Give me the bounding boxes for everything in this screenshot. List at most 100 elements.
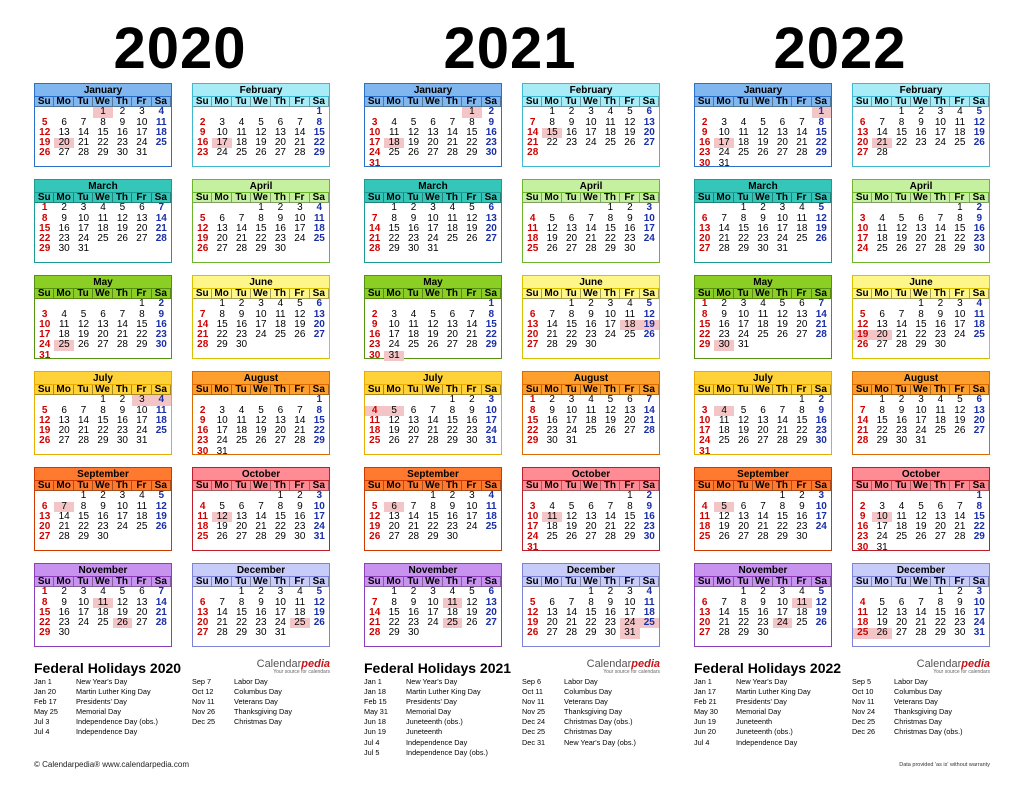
holiday-row: Nov 11 Veterans Day: [522, 697, 636, 707]
day-cell: 3: [139, 106, 145, 118]
holiday-date: Nov 25: [522, 707, 546, 717]
month-grid: Su Mo Tu We Th Fr Sa 1 2 3 4 5 6 7 8 9 10 11 12 13 14 15 16 17 1…: [193, 96, 329, 159]
day-cell: 24: [738, 329, 750, 341]
day-cell: 8: [238, 596, 245, 608]
day-cell: 2: [449, 490, 456, 502]
day-cell: 23: [197, 147, 209, 159]
day-cell: 10: [738, 308, 750, 320]
day-cell: 10: [136, 116, 148, 128]
day-cell: 28: [78, 435, 90, 447]
weekday-header: Tu: [561, 384, 582, 396]
day-cell: 16: [408, 222, 420, 234]
day-cell: 29: [776, 531, 788, 543]
weekday-header: Fr: [620, 192, 640, 204]
weekday-header: Tu: [891, 576, 912, 588]
day-cell: 19: [527, 617, 539, 629]
weekday-header: Mo: [54, 192, 74, 204]
day-cell: 1: [811, 106, 831, 118]
day-cell: 7: [297, 404, 303, 416]
day-cell: 3: [430, 586, 436, 598]
day-cell: 18: [446, 606, 458, 618]
day-cell: 8: [258, 212, 264, 224]
weekday-header: Fr: [792, 480, 812, 492]
day-cell: 26: [527, 627, 539, 639]
day-cell: 9: [410, 212, 417, 224]
day-cell: 12: [954, 404, 966, 416]
day-cell: 30: [954, 627, 966, 639]
month-calendar: May Su Mo Tu We Th Fr Sa 1 2 3 4 5 6 7 8 9 10 11 12 13 14 15 16…: [364, 275, 502, 362]
day-cell: 23: [857, 531, 869, 543]
day-cell: 3: [779, 586, 786, 598]
weekday-header: Su: [695, 288, 715, 300]
day-cell: 18: [136, 510, 148, 522]
day-cell: 8: [818, 116, 825, 128]
weekday-header: Sa: [151, 480, 171, 492]
day-cell: 24: [216, 147, 228, 159]
day-cell: 11: [58, 318, 70, 330]
day-cell: 30: [97, 531, 109, 543]
day-cell: 22: [973, 521, 985, 533]
day-cell: 23: [58, 233, 70, 245]
day-cell: 15: [896, 126, 908, 138]
holiday-name: Columbus Day: [564, 687, 612, 697]
holiday-date: Dec 31: [522, 737, 546, 747]
day-cell: 9: [607, 596, 614, 608]
day-cell: 2: [701, 116, 708, 128]
day-cell: 23: [566, 137, 578, 149]
day-cell: 16: [896, 414, 908, 426]
day-cell: 19: [973, 126, 985, 138]
weekday-header: We: [251, 192, 271, 204]
weekday-header: Su: [35, 480, 55, 492]
month-name: April: [193, 180, 329, 193]
day-cell: 14: [776, 414, 788, 426]
day-cell: 9: [258, 596, 264, 608]
day-cell: 29: [78, 531, 90, 543]
day-cell: 3: [219, 116, 225, 128]
day-cell: 1: [588, 586, 594, 598]
day-cell: 24: [699, 435, 711, 447]
month-calendar: June Su Mo Tu We Th Fr Sa 1 2 3 4 5 6 7 8 9 10 11 12 13 14 15 1…: [852, 275, 990, 359]
day-cell: 15: [388, 222, 400, 234]
day-cell: 30: [369, 349, 381, 361]
day-cell: 22: [388, 617, 400, 629]
day-cell: 25: [639, 617, 659, 629]
day-cell: 12: [757, 126, 769, 138]
weekday-header: Su: [695, 192, 715, 204]
month-grid: Su Mo Tu We Th Fr Sa 1 2 3 4 5 6 7 8 9 10 11 12 13 14 15 16 17 1…: [365, 96, 501, 169]
day-cell: 20: [934, 521, 946, 533]
holiday-row: Jan 20 Martin Luther King Day: [34, 687, 158, 697]
weekday-header: Th: [772, 192, 793, 204]
day-cell: 4: [410, 308, 417, 320]
weekday-header: Mo: [872, 288, 892, 300]
weekday-header: Su: [35, 96, 55, 108]
day-cell: 4: [529, 212, 536, 224]
day-cell: 24: [39, 339, 51, 351]
weekday-header: Fr: [462, 288, 482, 300]
day-cell: 8: [391, 212, 397, 224]
weekday-header: Tu: [891, 288, 912, 300]
weekday-header: Fr: [792, 384, 812, 396]
day-cell: 21: [427, 425, 439, 437]
day-cell: 17: [934, 126, 946, 138]
day-cell: 29: [39, 627, 51, 639]
day-cell: 24: [274, 617, 286, 629]
day-cell: 11: [197, 510, 208, 522]
day-cell: 17: [78, 222, 90, 234]
day-cell: 27: [388, 531, 400, 543]
holiday-date: Jan 1: [34, 677, 52, 686]
day-cell: 26: [815, 617, 827, 629]
day-cell: 8: [277, 500, 284, 512]
day-cell: 26: [466, 617, 478, 629]
day-cell: 17: [39, 329, 51, 341]
day-cell: 25: [738, 147, 750, 159]
day-cell: 5: [469, 586, 475, 598]
day-cell: 17: [78, 606, 90, 618]
day-cell: 23: [446, 521, 458, 533]
day-cell: 14: [255, 510, 267, 522]
day-cell: 14: [446, 126, 458, 138]
day-cell: 20: [388, 521, 400, 533]
weekday-header: We: [423, 384, 443, 396]
day-cell: 24: [876, 531, 888, 543]
day-cell: 29: [954, 243, 966, 255]
holiday-date: Dec 25: [852, 717, 876, 727]
